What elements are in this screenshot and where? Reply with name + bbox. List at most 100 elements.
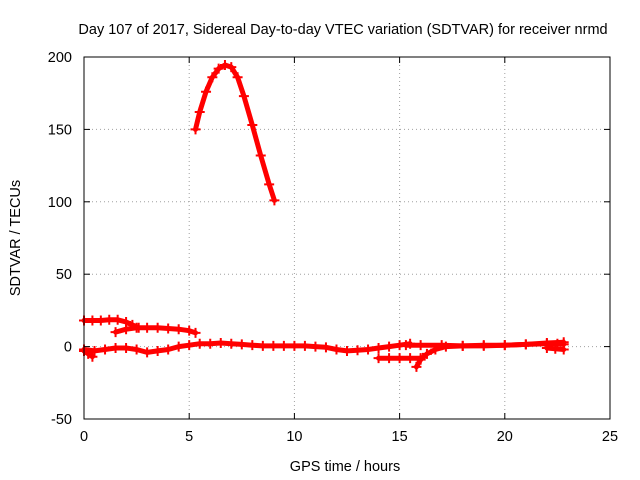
x-tick-label: 20	[497, 429, 513, 445]
y-tick-label: 200	[48, 50, 72, 66]
series-arc-g	[400, 337, 569, 351]
data-point	[152, 345, 163, 356]
x-tick-label: 15	[392, 429, 408, 445]
data-point	[255, 150, 266, 161]
data-point	[152, 322, 163, 333]
data-point	[421, 348, 432, 359]
data-point	[268, 340, 279, 351]
data-point	[112, 314, 123, 325]
data-point	[264, 179, 275, 190]
data-point	[558, 344, 569, 355]
data-point	[142, 347, 153, 358]
data-point	[131, 344, 142, 355]
data-point	[142, 322, 153, 333]
data-point	[405, 353, 416, 364]
data-point	[190, 124, 201, 135]
data-point	[499, 340, 510, 351]
data-point	[415, 340, 426, 351]
data-point	[247, 340, 258, 351]
data-point	[110, 343, 121, 354]
data-point	[226, 338, 237, 349]
data-point	[87, 351, 98, 362]
data-point	[457, 340, 468, 351]
series-arc-e	[373, 353, 426, 364]
data-point	[104, 314, 115, 325]
data-point	[520, 339, 531, 350]
y-axis-label: SDTVAR / TECUs	[8, 180, 24, 296]
data-point	[342, 345, 352, 356]
data-point	[415, 354, 426, 365]
data-point	[257, 340, 268, 351]
data-point	[201, 86, 212, 97]
series-arc-h	[541, 343, 569, 355]
data-point	[352, 345, 363, 356]
data-point	[331, 344, 342, 355]
data-point	[541, 343, 552, 354]
data-point	[373, 343, 384, 354]
x-tick-label: 0	[80, 429, 88, 445]
data-point	[207, 72, 218, 83]
data-point	[411, 361, 422, 372]
data-point	[215, 337, 226, 348]
data-point	[232, 72, 243, 83]
y-tick-label: 0	[64, 340, 72, 356]
data-point	[87, 315, 98, 326]
data-point	[373, 353, 384, 364]
data-point	[278, 340, 289, 351]
y-tick-label: 150	[48, 122, 72, 138]
data-point	[205, 338, 216, 349]
series-arc-b	[110, 322, 201, 338]
data-point	[95, 315, 106, 326]
data-point	[236, 339, 247, 350]
data-point	[163, 323, 174, 334]
data-point	[163, 344, 174, 355]
data-point	[226, 62, 237, 73]
data-point	[400, 340, 411, 351]
grid-lines	[84, 57, 610, 419]
chart-title: Day 107 of 2017, Sidereal Day-to-day VTE…	[78, 22, 607, 38]
data-point	[363, 344, 374, 355]
data-point	[394, 353, 405, 364]
x-axis-label: GPS time / hours	[290, 459, 400, 475]
data-series	[79, 59, 569, 372]
data-point	[184, 340, 195, 351]
data-point	[184, 325, 195, 336]
x-tick-label: 10	[286, 429, 302, 445]
series-arc-c	[79, 337, 416, 358]
data-point	[121, 343, 132, 354]
data-point	[320, 342, 331, 353]
data-point	[299, 340, 310, 351]
data-point	[173, 341, 184, 352]
data-point	[436, 340, 447, 351]
plot-frame	[83, 56, 611, 420]
data-point	[173, 324, 184, 335]
x-tick-label: 25	[602, 429, 618, 445]
data-point	[478, 340, 489, 351]
axis-ticks: 0 5 10 15 20 25 -50 0 50 100 150 200	[48, 50, 618, 445]
data-point	[384, 353, 395, 364]
series-line	[193, 62, 277, 203]
data-point	[213, 63, 224, 74]
data-point	[89, 345, 100, 356]
data-point	[121, 324, 132, 335]
x-tick-label: 5	[185, 429, 193, 445]
y-tick-label: -50	[51, 412, 72, 428]
y-tick-label: 50	[56, 267, 72, 283]
data-point	[247, 120, 258, 131]
y-tick-label: 100	[48, 195, 72, 211]
series-arc-high	[190, 59, 280, 206]
data-point	[110, 327, 121, 338]
data-point	[190, 327, 201, 338]
data-point	[219, 59, 230, 70]
data-point	[310, 341, 321, 352]
series-arc-d	[79, 345, 98, 362]
data-point	[238, 91, 249, 102]
data-point	[194, 338, 205, 349]
data-point	[194, 107, 205, 118]
data-point	[289, 340, 300, 351]
data-point	[550, 343, 561, 354]
data-point	[100, 344, 111, 355]
data-point	[384, 341, 395, 352]
data-point	[269, 195, 280, 206]
